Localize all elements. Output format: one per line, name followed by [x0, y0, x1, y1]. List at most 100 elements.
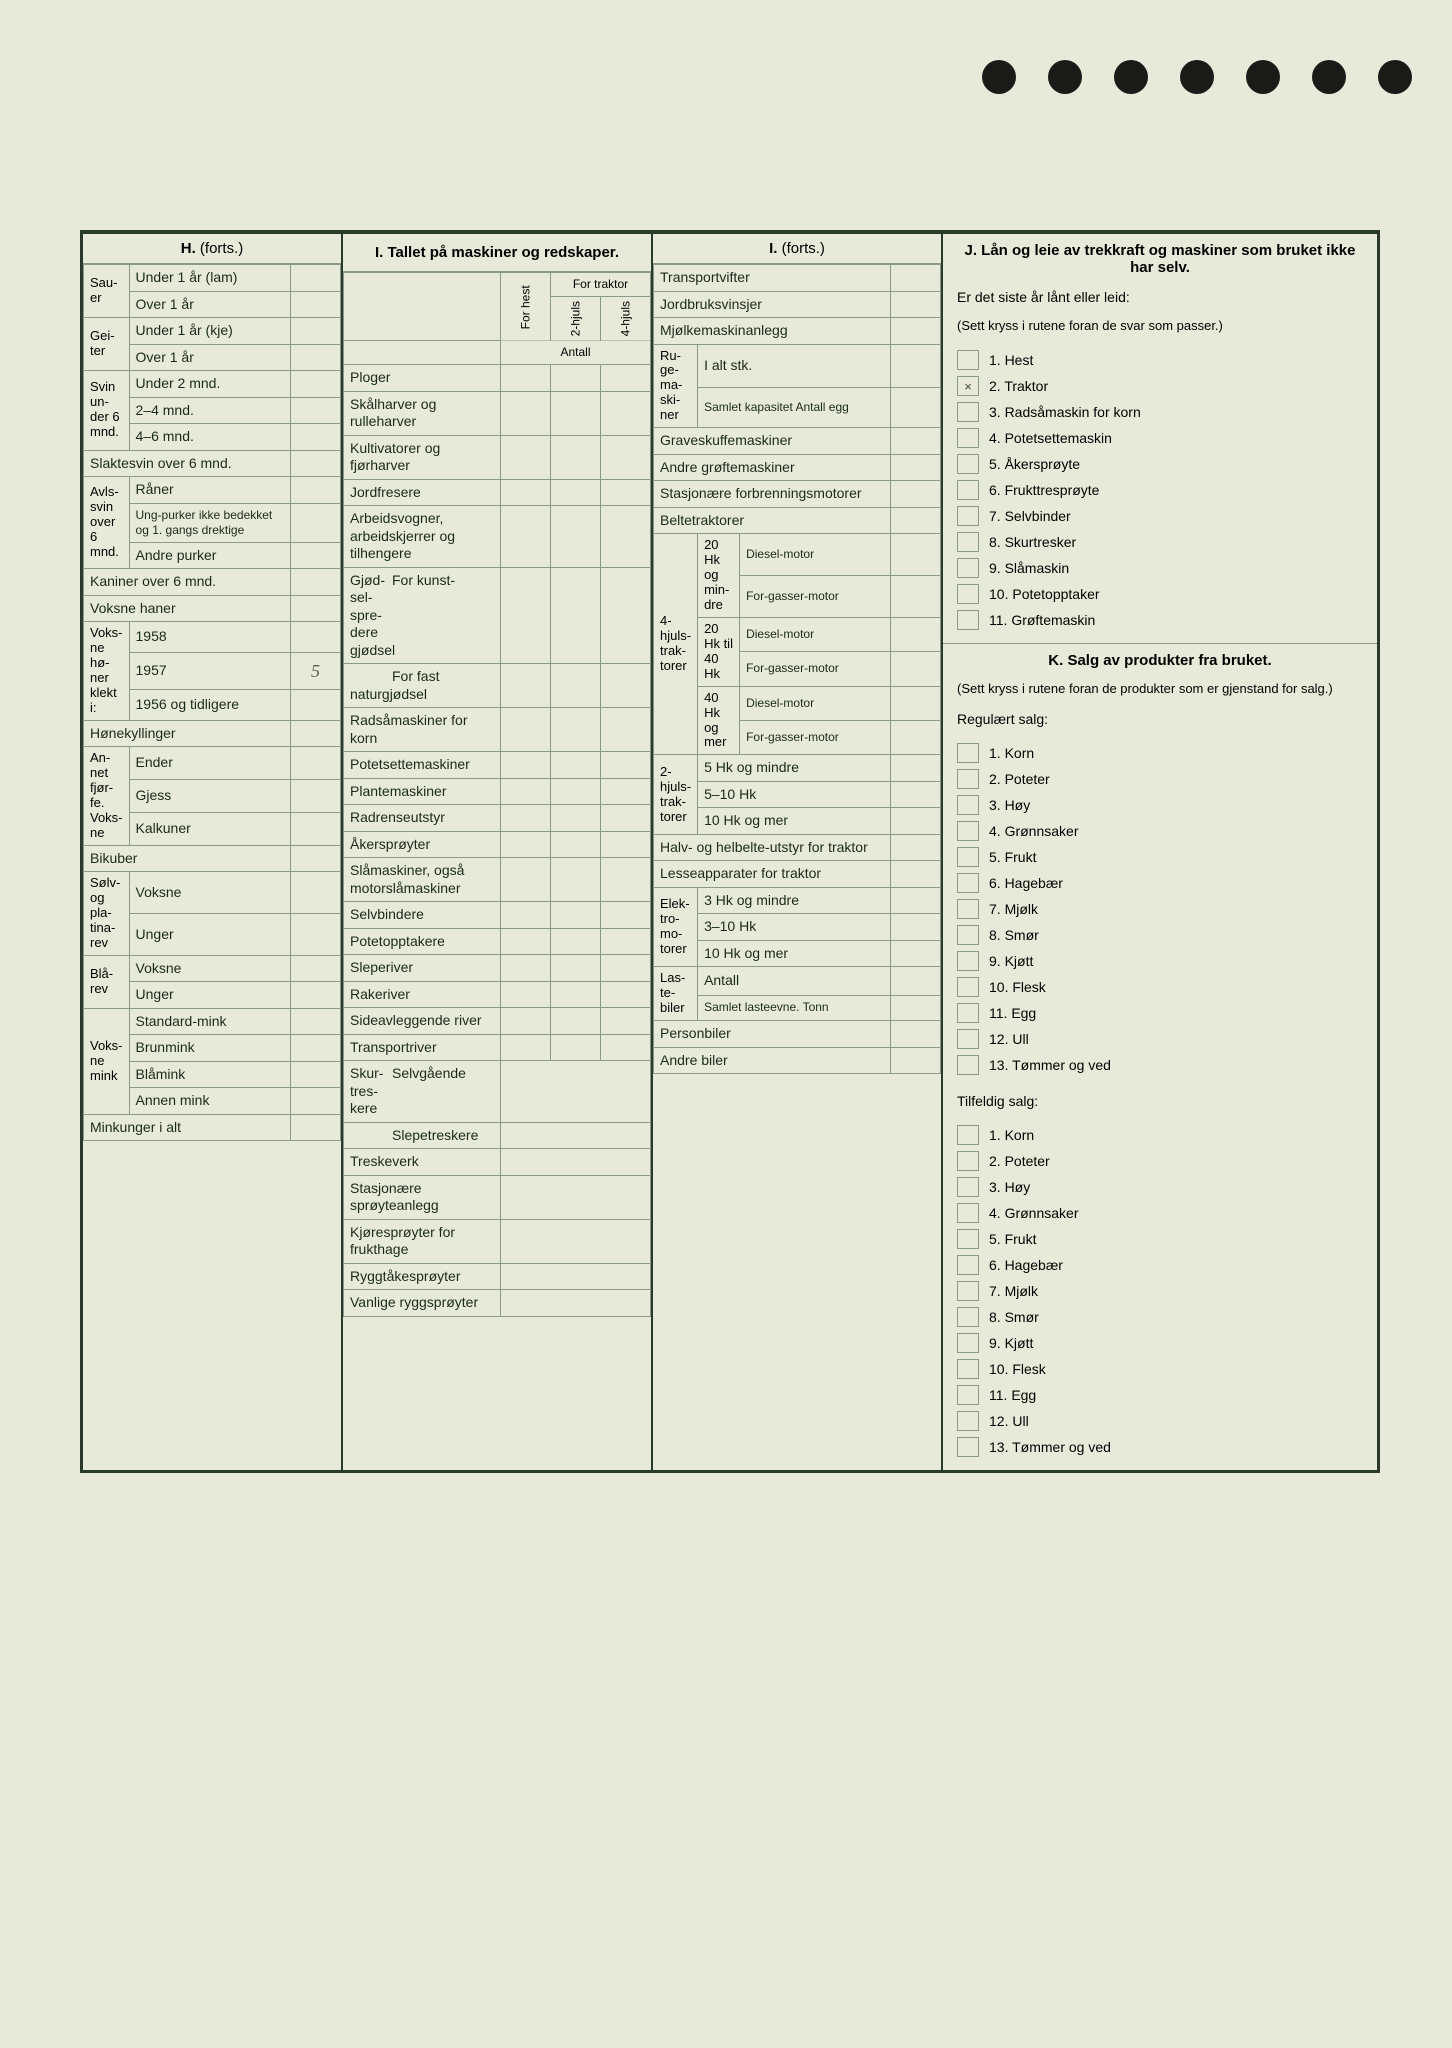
value-cell[interactable]: [601, 831, 651, 858]
value-cell[interactable]: [891, 861, 941, 888]
checkbox[interactable]: [957, 558, 979, 578]
value-cell[interactable]: [891, 781, 941, 808]
value-cell[interactable]: [501, 506, 551, 568]
checkbox[interactable]: [957, 1255, 979, 1275]
value-cell[interactable]: [891, 652, 941, 686]
value-cell[interactable]: [501, 1290, 651, 1317]
value-cell[interactable]: [601, 902, 651, 929]
checkbox[interactable]: [957, 454, 979, 474]
checkbox[interactable]: [957, 350, 979, 370]
value-cell-1957[interactable]: 5: [291, 652, 341, 689]
value-cell[interactable]: [601, 1008, 651, 1035]
value-cell[interactable]: [501, 778, 551, 805]
checkbox[interactable]: [957, 584, 979, 604]
checkbox[interactable]: [957, 610, 979, 630]
value-cell[interactable]: [551, 981, 601, 1008]
value-cell[interactable]: [291, 689, 341, 720]
value-cell[interactable]: [501, 1034, 551, 1061]
value-cell[interactable]: [501, 708, 551, 752]
value-cell[interactable]: [601, 1034, 651, 1061]
value-cell[interactable]: [551, 567, 601, 664]
value-cell[interactable]: [291, 477, 341, 504]
value-cell[interactable]: [501, 365, 551, 392]
value-cell[interactable]: [291, 622, 341, 653]
value-cell[interactable]: [601, 567, 651, 664]
value-cell[interactable]: [291, 812, 341, 845]
value-cell[interactable]: [601, 981, 651, 1008]
value-cell[interactable]: [601, 928, 651, 955]
value-cell[interactable]: [551, 708, 601, 752]
value-cell[interactable]: [291, 344, 341, 371]
value-cell[interactable]: [551, 805, 601, 832]
value-cell[interactable]: [601, 858, 651, 902]
checkbox[interactable]: [957, 1359, 979, 1379]
value-cell[interactable]: [601, 664, 651, 708]
value-cell[interactable]: [551, 831, 601, 858]
checkbox[interactable]: [957, 1229, 979, 1249]
value-cell[interactable]: [601, 752, 651, 779]
value-cell[interactable]: [601, 365, 651, 392]
value-cell[interactable]: [291, 265, 341, 292]
checkbox[interactable]: [957, 1003, 979, 1023]
checkbox[interactable]: [957, 899, 979, 919]
value-cell[interactable]: [551, 391, 601, 435]
value-cell[interactable]: [601, 391, 651, 435]
checkbox[interactable]: [957, 1333, 979, 1353]
value-cell[interactable]: [601, 778, 651, 805]
value-cell[interactable]: [501, 805, 551, 832]
checkbox[interactable]: [957, 1203, 979, 1223]
value-cell[interactable]: [501, 981, 551, 1008]
checkbox[interactable]: [957, 1385, 979, 1405]
value-cell[interactable]: [601, 435, 651, 479]
checkbox[interactable]: [957, 1281, 979, 1301]
value-cell[interactable]: [291, 720, 341, 747]
value-cell[interactable]: [501, 752, 551, 779]
value-cell[interactable]: [291, 291, 341, 318]
value-cell[interactable]: [291, 318, 341, 345]
checkbox[interactable]: [957, 1055, 979, 1075]
value-cell[interactable]: [891, 507, 941, 534]
value-cell[interactable]: [601, 506, 651, 568]
value-cell[interactable]: [891, 940, 941, 967]
value-cell[interactable]: [291, 1114, 341, 1141]
checkbox[interactable]: [957, 847, 979, 867]
value-cell[interactable]: [291, 914, 341, 956]
value-cell[interactable]: [601, 479, 651, 506]
checkbox[interactable]: [957, 1307, 979, 1327]
value-cell[interactable]: [551, 858, 601, 902]
value-cell[interactable]: [291, 424, 341, 451]
value-cell[interactable]: [891, 344, 941, 388]
value-cell[interactable]: [891, 291, 941, 318]
value-cell[interactable]: [891, 914, 941, 941]
value-cell[interactable]: [291, 1088, 341, 1115]
value-cell[interactable]: [891, 887, 941, 914]
value-cell[interactable]: [891, 318, 941, 345]
value-cell[interactable]: [291, 503, 341, 542]
checkbox[interactable]: [957, 1177, 979, 1197]
checkbox[interactable]: [957, 506, 979, 526]
value-cell[interactable]: [551, 506, 601, 568]
value-cell[interactable]: [551, 752, 601, 779]
value-cell[interactable]: [291, 569, 341, 596]
value-cell[interactable]: [551, 955, 601, 982]
value-cell[interactable]: [291, 397, 341, 424]
value-cell[interactable]: [291, 542, 341, 569]
value-cell[interactable]: [501, 858, 551, 902]
checkbox[interactable]: [957, 873, 979, 893]
checkbox[interactable]: [957, 795, 979, 815]
checkbox[interactable]: [957, 951, 979, 971]
value-cell[interactable]: [601, 805, 651, 832]
checkbox[interactable]: [957, 480, 979, 500]
value-cell[interactable]: [501, 902, 551, 929]
value-cell[interactable]: [501, 567, 551, 664]
checkbox[interactable]: [957, 1125, 979, 1145]
value-cell[interactable]: [601, 708, 651, 752]
value-cell[interactable]: [291, 595, 341, 622]
checkbox[interactable]: [957, 1437, 979, 1457]
value-cell[interactable]: [551, 928, 601, 955]
value-cell[interactable]: [291, 1061, 341, 1088]
value-cell[interactable]: [551, 902, 601, 929]
value-cell[interactable]: [891, 1021, 941, 1048]
value-cell[interactable]: [551, 1008, 601, 1035]
value-cell[interactable]: [551, 435, 601, 479]
